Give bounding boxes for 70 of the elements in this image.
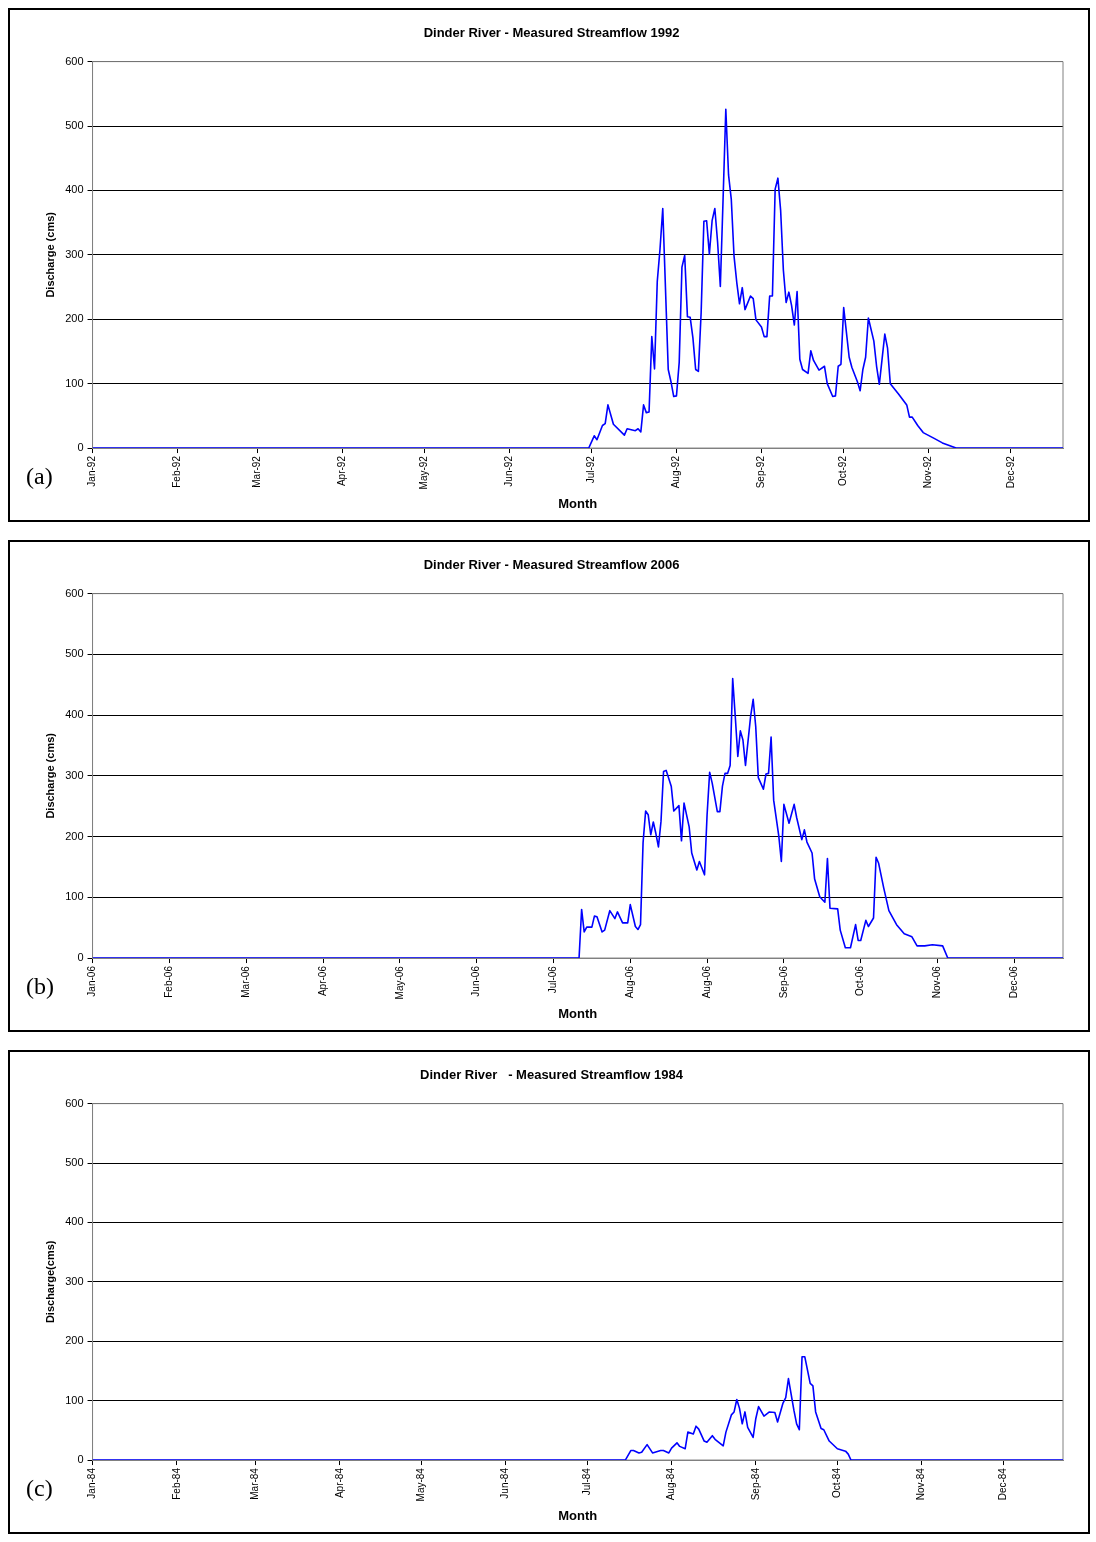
text: (c) — [26, 1475, 53, 1502]
x-tick-label: Jul-92 — [585, 455, 597, 484]
x-tick-label: Apr-84 — [333, 1467, 345, 1499]
x-tick-label: Dec-06 — [1008, 965, 1020, 999]
x-tick-label: Nov-06 — [931, 965, 943, 999]
x-tick-label: Jun-84 — [499, 1467, 511, 1499]
x-tick-label: Oct-92 — [837, 455, 849, 487]
x-tick-label: Dec-84 — [996, 1467, 1008, 1501]
chart-title: Dinder River - Measured Streamflow 2006 — [423, 557, 680, 573]
x-tick-label: Jul-06 — [547, 965, 559, 994]
chart-title: Dinder River - Measured Streamflow 1984 — [420, 1067, 684, 1083]
x-tick-label: Feb-06 — [163, 965, 175, 998]
y-axis-title: Discharge (cms) — [43, 211, 56, 298]
x-tick-label: Mar-06 — [239, 965, 251, 998]
y-tick-label: 100 — [65, 376, 84, 389]
x-tick-label: Nov-92 — [922, 455, 934, 489]
x-tick-label: Mar-92 — [250, 455, 262, 488]
y-tick-label: 400 — [65, 183, 84, 196]
x-axis-title: Month — [558, 1005, 598, 1021]
x-tick-label: Oct-06 — [854, 965, 866, 997]
x-tick-label: Jun-92 — [502, 455, 514, 487]
x-axis-title: Month — [558, 495, 598, 511]
x-tick-label: Jan-06 — [86, 965, 98, 997]
x-tick-label: Oct-84 — [831, 1467, 843, 1499]
x-tick-label: Feb-92 — [171, 455, 183, 488]
x-tick-label: Jul-84 — [581, 1467, 593, 1496]
x-tick-label: Apr-92 — [335, 455, 347, 487]
y-tick-label: 300 — [65, 1274, 84, 1287]
y-tick-label: 600 — [65, 1096, 84, 1109]
y-tick-label: 0 — [77, 1453, 84, 1466]
x-tick-label: Nov-84 — [915, 1467, 927, 1501]
x-tick-label: Feb-84 — [170, 1467, 182, 1500]
x-tick-label: Aug-84 — [665, 1467, 677, 1501]
x-tick-label: Sep-06 — [777, 965, 789, 999]
chart-title: Dinder River - Measured Streamflow 1992 — [423, 25, 680, 41]
y-tick-label: 500 — [65, 647, 84, 660]
x-tick-label: Aug-06 — [624, 965, 636, 999]
y-tick-label: 400 — [65, 708, 84, 721]
text: (a) — [26, 463, 53, 490]
y-tick-label: 500 — [65, 1156, 84, 1169]
y-tick-label: 300 — [65, 247, 84, 260]
x-tick-label: May-84 — [415, 1467, 427, 1502]
y-axis-title: Discharge(cms) — [43, 1240, 56, 1324]
y-tick-label: 100 — [65, 1393, 84, 1406]
y-tick-label: 200 — [65, 829, 84, 842]
y-tick-label: 0 — [77, 441, 84, 454]
x-tick-label: Mar-84 — [249, 1467, 261, 1500]
text: (b) — [26, 973, 54, 1000]
y-tick-label: 0 — [77, 951, 84, 964]
x-tick-label: Jun-06 — [470, 965, 482, 997]
x-tick-label: May-92 — [418, 455, 430, 490]
x-tick-label: Dec-92 — [1004, 455, 1016, 489]
x-tick-label: Sep-92 — [755, 455, 767, 489]
x-tick-label: Jan-84 — [86, 1467, 98, 1499]
y-tick-label: 300 — [65, 768, 84, 781]
y-tick-label: 200 — [65, 312, 84, 325]
y-tick-label: 600 — [65, 586, 84, 599]
y-tick-label: 500 — [65, 119, 84, 132]
x-tick-label: Sep-84 — [749, 1467, 761, 1501]
y-tick-label: 400 — [65, 1215, 84, 1228]
y-tick-label: 200 — [65, 1334, 84, 1347]
y-tick-label: 100 — [65, 890, 84, 903]
x-axis-title: Month — [558, 1507, 598, 1523]
x-tick-label: Aug-92 — [670, 455, 682, 489]
x-tick-label: Apr-06 — [316, 965, 328, 997]
x-tick-label: Jan-92 — [86, 455, 98, 487]
y-axis-title: Discharge (cms) — [43, 732, 56, 819]
y-tick-label: 600 — [65, 54, 84, 67]
x-tick-label: Aug-06 — [700, 965, 712, 999]
x-tick-label: May-06 — [393, 965, 405, 1000]
